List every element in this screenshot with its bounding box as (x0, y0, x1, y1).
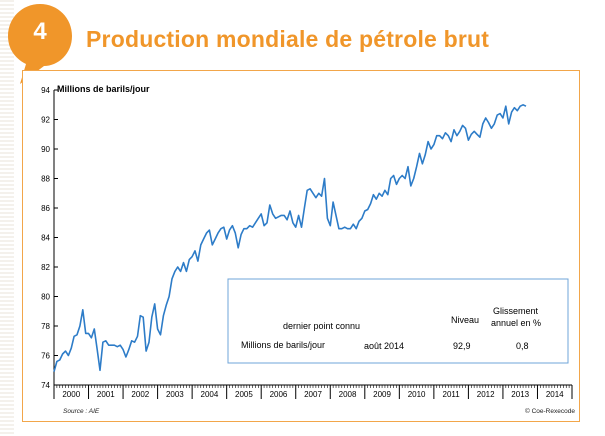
source-note: Source : AIE (63, 408, 100, 415)
x-tick-label: 2012 (477, 390, 495, 399)
summary-level: 92,9 (453, 341, 471, 351)
y-tick-label: 74 (41, 381, 50, 390)
summary-header-change-line1: Glissement (493, 306, 539, 316)
x-tick-label: 2007 (304, 390, 322, 399)
summary-header-change-line2: annuel en % (491, 318, 541, 328)
summary-header-level: Niveau (451, 315, 479, 325)
x-tick-label: 2002 (131, 390, 149, 399)
axes-group: 74 76 78 80 82 84 86 88 90 92 94 2000 2001 2002 2003 20… (41, 86, 573, 399)
y-tick-label: 90 (41, 145, 50, 154)
y-tick-label: 92 (41, 116, 50, 125)
x-tick-label: 2010 (408, 390, 426, 399)
y-tick-label: 86 (41, 204, 50, 213)
x-tick-label: 2006 (270, 390, 288, 399)
x-tick-label: 2011 (443, 390, 461, 399)
y-tick-label: 80 (41, 293, 50, 302)
badge-shape (8, 4, 72, 84)
summary-row-label: Millions de barils/jour (241, 340, 325, 350)
y-tick-label: 94 (41, 86, 50, 95)
x-tick-label: 2014 (546, 390, 564, 399)
y-tick-label: 88 (41, 175, 50, 184)
credit-note: © Coe-Rexecode (525, 407, 575, 415)
x-tick-label: 2004 (201, 390, 219, 399)
summary-header-change: Glissement annuel en % (491, 306, 541, 328)
x-tick-label: 2008 (339, 390, 357, 399)
x-tick-label: 2001 (97, 390, 115, 399)
summary-row-caption: dernier point connu (283, 321, 360, 331)
y-tick-label: 82 (41, 263, 50, 272)
page-title: Production mondiale de pétrole brut (86, 26, 490, 52)
y-tick-label: 76 (41, 352, 50, 361)
x-tick-label: 2003 (166, 390, 184, 399)
x-tick-label: 2013 (511, 390, 529, 399)
y-tick-label: 84 (41, 234, 50, 243)
x-tick-label: 2000 (62, 390, 80, 399)
x-tick-label: 2009 (373, 390, 391, 399)
summary-box (227, 278, 569, 364)
section-number-badge (8, 4, 72, 84)
series-line-production (53, 104, 527, 372)
summary-date: août 2014 (364, 341, 404, 351)
decorative-margin-stripes (0, 0, 14, 436)
x-tick-label: 2005 (235, 390, 253, 399)
y-axis-label: Millions de barils/jour (57, 84, 150, 94)
summary-change: 0,8 (516, 341, 529, 351)
section-number: 4 (33, 18, 47, 45)
y-tick-label: 78 (41, 322, 50, 331)
